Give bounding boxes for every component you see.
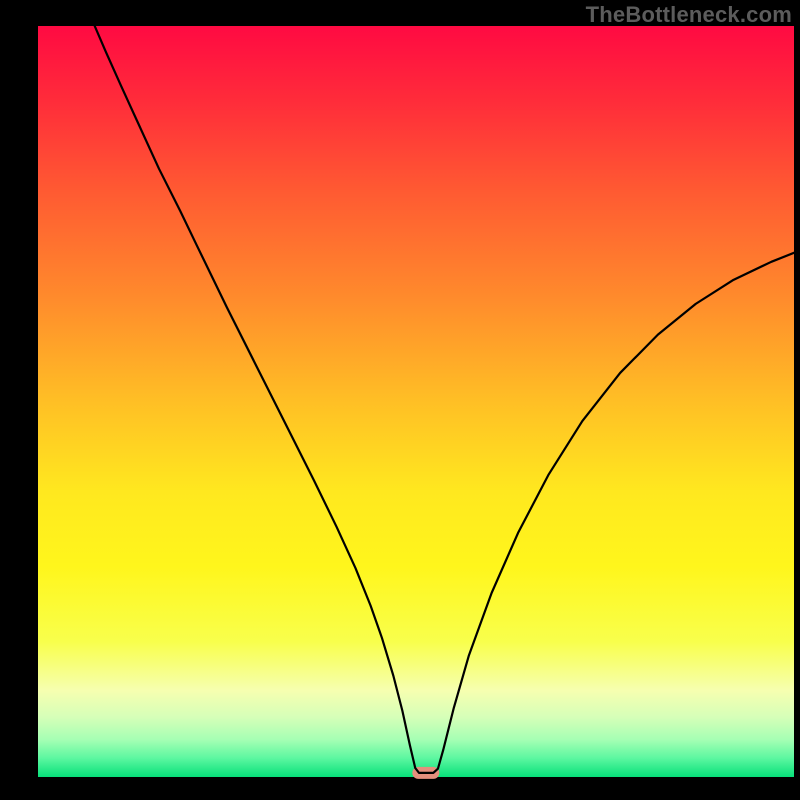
bottleneck-chart	[0, 0, 800, 800]
chart-stage: TheBottleneck.com	[0, 0, 800, 800]
plot-area	[38, 26, 794, 777]
watermark-text: TheBottleneck.com	[586, 2, 792, 28]
